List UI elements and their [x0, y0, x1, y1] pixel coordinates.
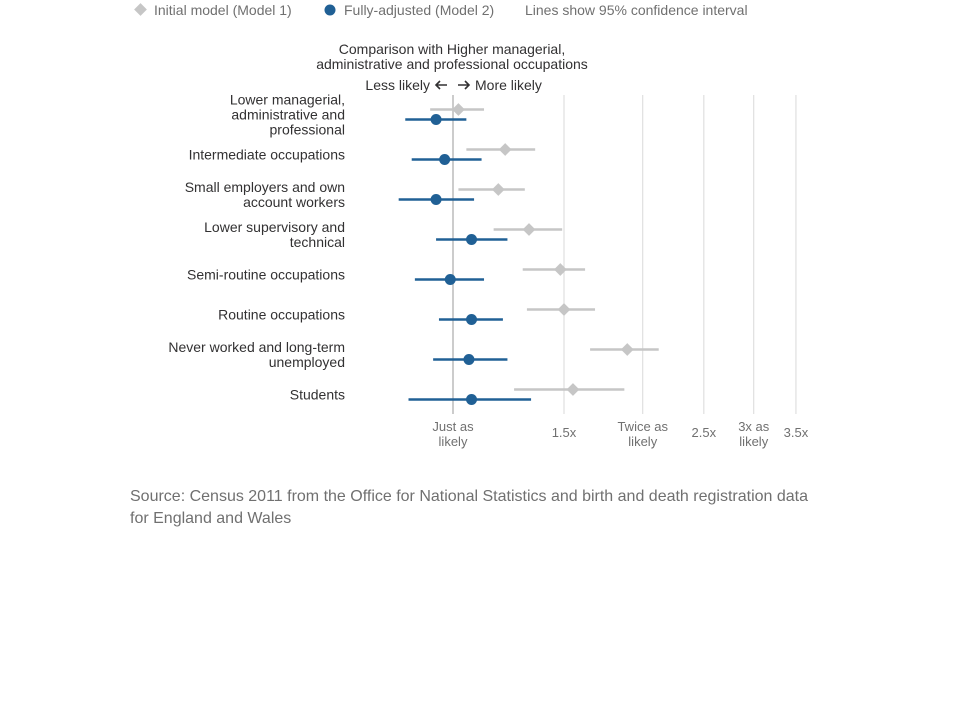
- model2-point: [463, 354, 475, 365]
- category-label: Routine occupations: [218, 307, 345, 323]
- category-label: professional: [270, 122, 346, 138]
- arrow-right-icon: [458, 80, 471, 90]
- category-label: unemployed: [269, 354, 345, 370]
- model1-point: [553, 263, 567, 276]
- model2-point: [466, 394, 478, 405]
- chart-title-line2: administrative and professional occupati…: [316, 56, 588, 72]
- model2-point: [430, 194, 442, 205]
- source-note: Source: Census 2011 from the Office for …: [130, 488, 809, 527]
- chart-svg: Initial model (Model 1) Fully-adjusted (…: [134, 2, 809, 449]
- grid-layer: [452, 95, 797, 414]
- model1-point: [566, 383, 580, 396]
- category-labels: Lower managerial,administrative andprofe…: [168, 92, 345, 403]
- category-label: account workers: [243, 194, 345, 210]
- model2-point: [430, 114, 442, 125]
- category-label: Students: [290, 387, 345, 403]
- category-label: Small employers and own: [185, 179, 345, 195]
- x-tick-label: 3.5x: [784, 425, 809, 440]
- category-label: technical: [290, 234, 345, 250]
- model1-point: [498, 143, 512, 156]
- legend: Initial model (Model 1) Fully-adjusted (…: [134, 2, 748, 18]
- legend-ci-note: Lines show 95% confidence interval: [525, 2, 748, 18]
- category-label: Semi-routine occupations: [187, 267, 345, 283]
- chart-title-line1: Comparison with Higher managerial,: [339, 41, 565, 57]
- x-tick-label: likely: [739, 434, 768, 449]
- x-tick-label: 1.5x: [552, 425, 577, 440]
- model1-point: [452, 103, 465, 116]
- x-tick-label: Just as: [432, 419, 474, 434]
- model1-point: [620, 343, 634, 356]
- category-label: Never worked and long-term: [168, 339, 345, 355]
- x-tick-label: Twice as: [617, 419, 668, 434]
- x-tick-label: 2.5x: [692, 425, 717, 440]
- x-tick-label: 3x as: [738, 419, 770, 434]
- direction-indicator: Less likely More likely: [365, 77, 542, 93]
- model1-point: [522, 223, 536, 236]
- legend-model1-label: Initial model (Model 1): [154, 2, 292, 18]
- category-label: administrative and: [231, 107, 345, 123]
- direction-less-label: Less likely: [365, 77, 430, 93]
- legend-model2-label: Fully-adjusted (Model 2): [344, 2, 494, 18]
- category-label: Lower managerial,: [230, 92, 345, 108]
- x-tick-label: likely: [628, 434, 657, 449]
- model1-point: [491, 183, 505, 196]
- data-marks: [398, 103, 659, 405]
- category-label: Intermediate occupations: [189, 147, 345, 163]
- model1-point: [557, 303, 571, 316]
- model2-point: [466, 234, 478, 245]
- x-tick-label: likely: [439, 434, 468, 449]
- legend-model2-marker: [324, 4, 336, 16]
- model2-point: [444, 274, 456, 285]
- direction-more-label: More likely: [475, 77, 542, 93]
- arrow-left-icon: [434, 80, 447, 90]
- legend-model1-marker: [134, 3, 147, 16]
- category-label: Lower supervisory and: [204, 219, 345, 235]
- model2-point: [439, 154, 451, 165]
- model2-point: [466, 314, 478, 325]
